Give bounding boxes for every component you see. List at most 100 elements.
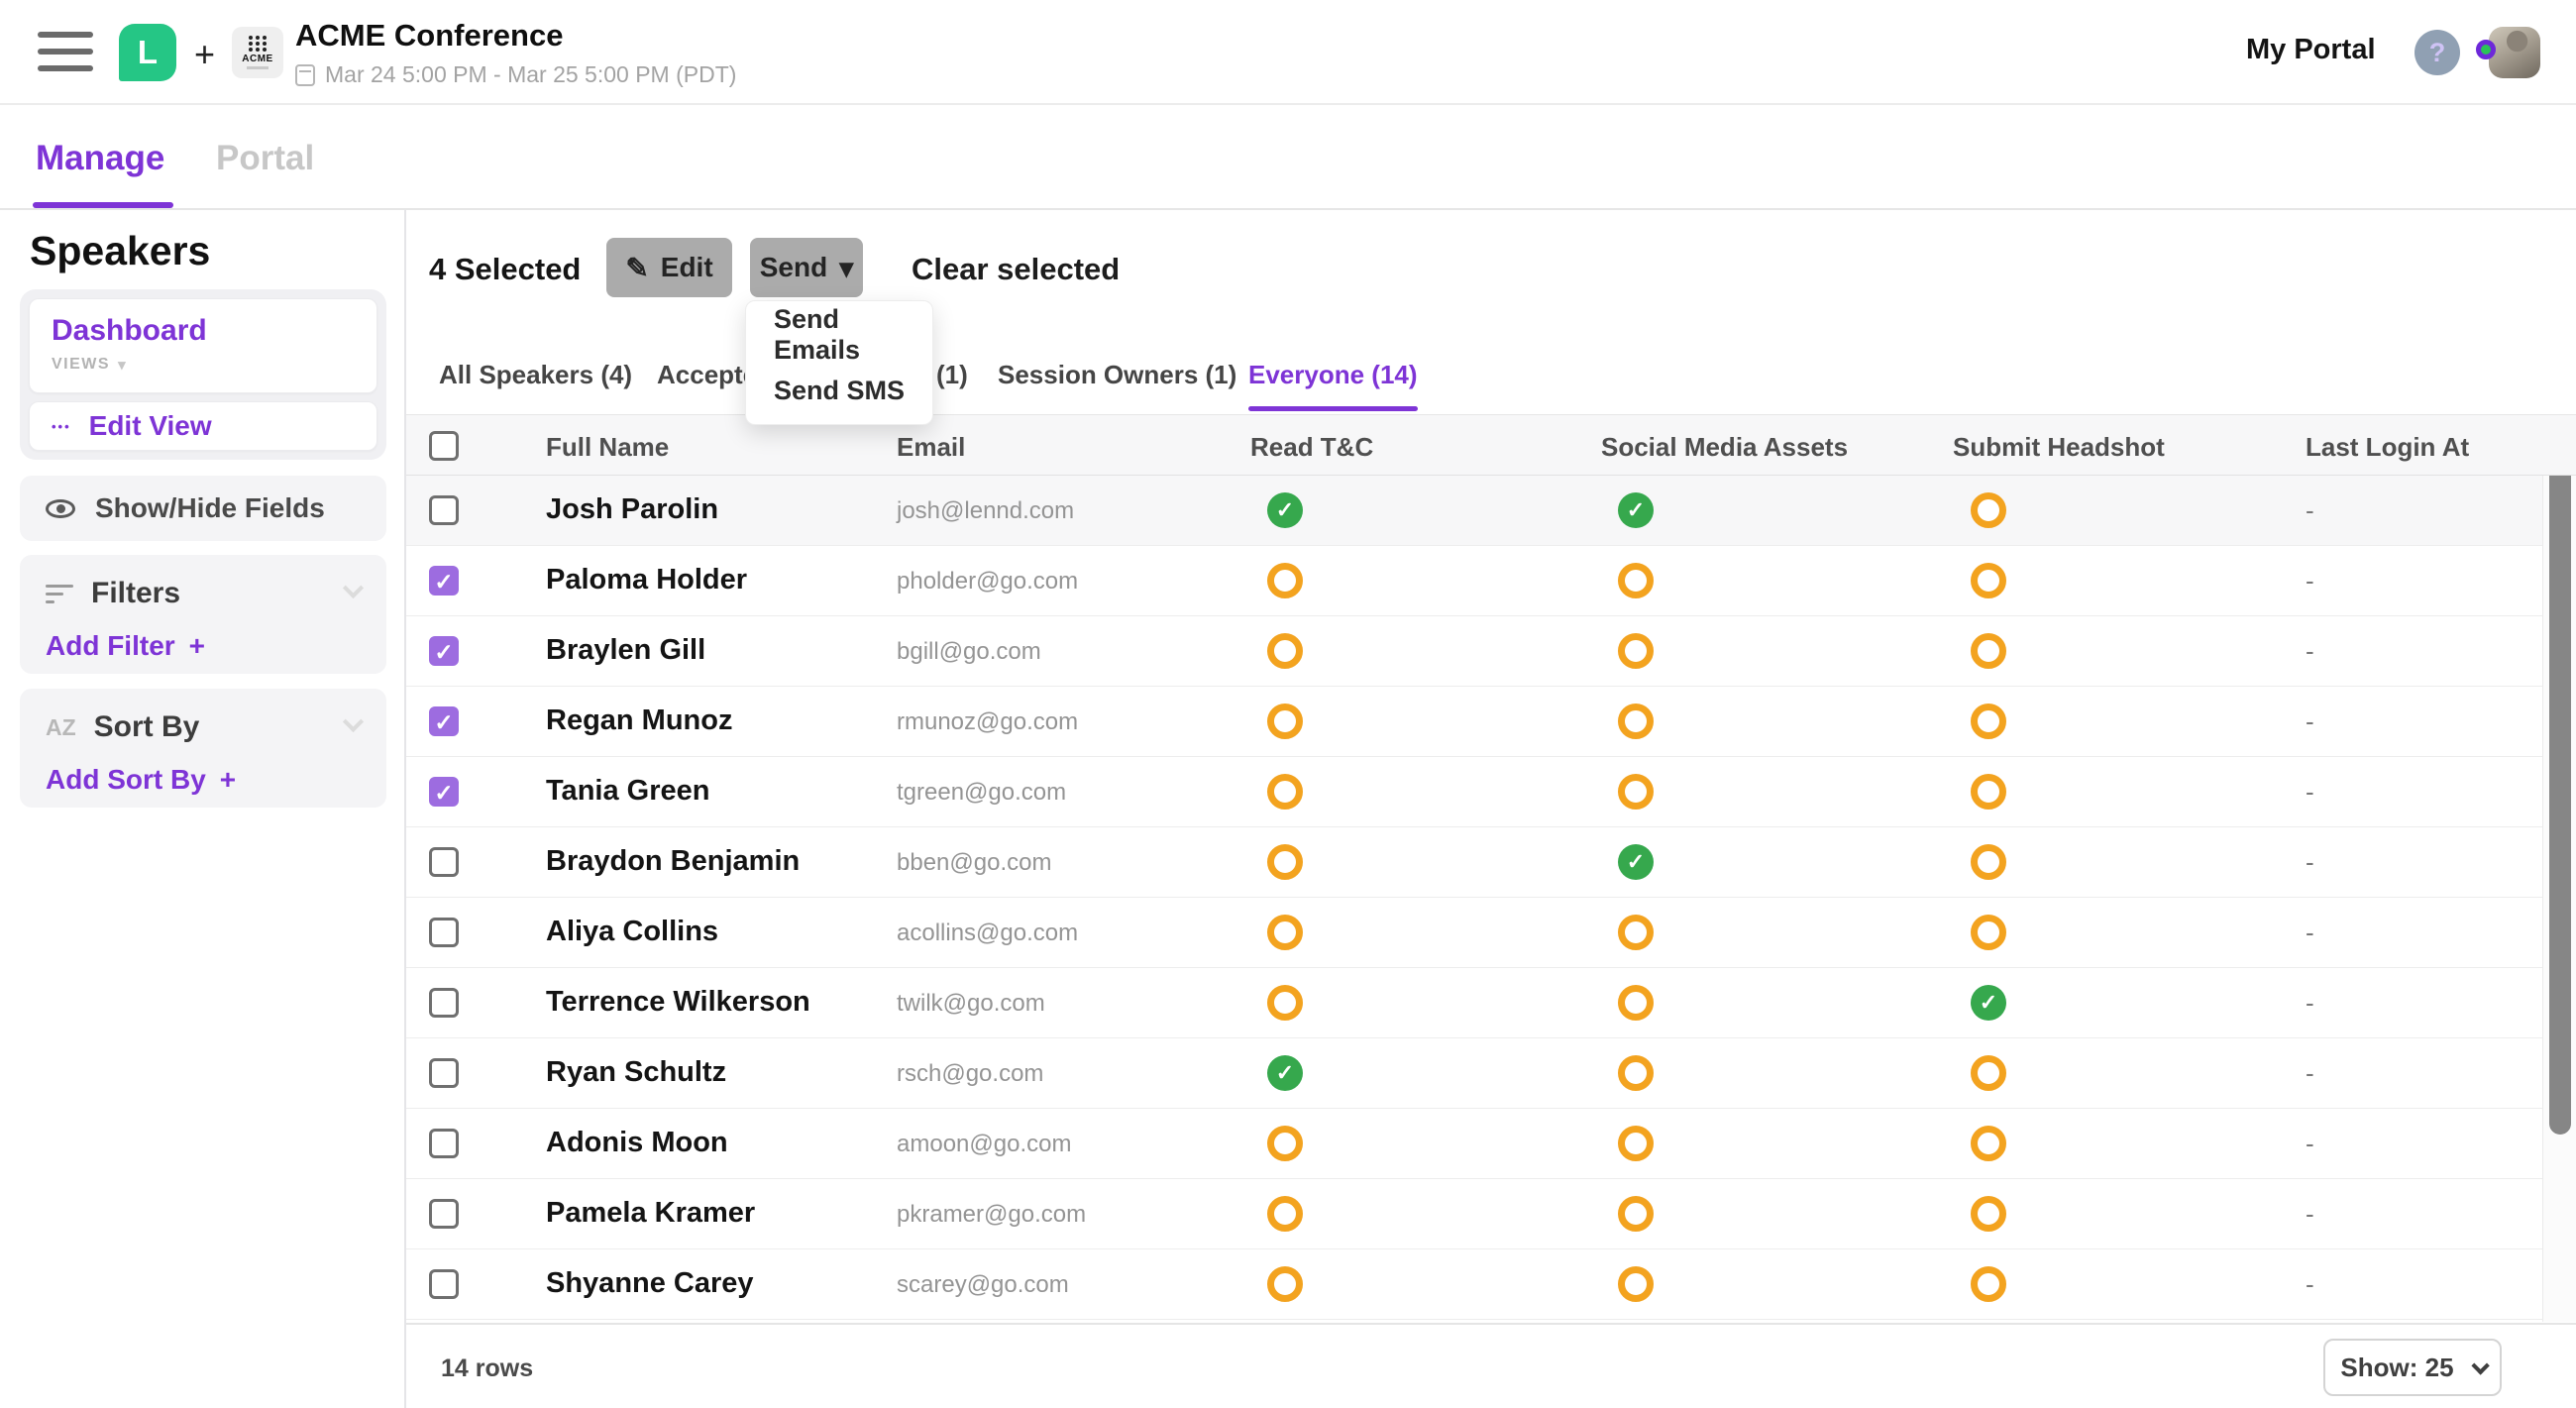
headshot-status-icon bbox=[1971, 492, 2006, 528]
table-row[interactable]: Shyanne Carey scarey@go.com - bbox=[406, 1249, 2542, 1320]
row-checkbox[interactable] bbox=[429, 1129, 459, 1158]
cell-last-login: - bbox=[2306, 1269, 2314, 1299]
send-button[interactable]: Send ▾ bbox=[750, 238, 863, 297]
send-menu-item[interactable]: Send SMS bbox=[774, 375, 906, 405]
row-checkbox[interactable] bbox=[429, 777, 459, 807]
cell-email: pholder@go.com bbox=[897, 568, 1079, 595]
event-logo[interactable]: ACME bbox=[232, 27, 283, 78]
read-tc-status-icon bbox=[1267, 774, 1303, 810]
calendar-icon bbox=[295, 63, 315, 86]
tab-manage[interactable]: Manage bbox=[36, 139, 165, 177]
filters-chevron-icon[interactable] bbox=[342, 577, 365, 599]
read-tc-status-icon bbox=[1267, 563, 1303, 598]
column-last-login: Last Login At bbox=[2306, 432, 2470, 462]
cell-full-name: Shyanne Carey bbox=[546, 1267, 754, 1299]
hamburger-menu-icon[interactable] bbox=[38, 32, 93, 73]
send-menu-item[interactable]: Send Emails bbox=[774, 304, 861, 365]
cell-full-name: Braydon Benjamin bbox=[546, 845, 801, 877]
row-checkbox[interactable] bbox=[429, 495, 459, 525]
help-icon[interactable]: ? bbox=[2415, 30, 2460, 75]
row-checkbox[interactable] bbox=[429, 988, 459, 1018]
table-row[interactable]: Terrence Wilkerson twilk@go.com - bbox=[406, 968, 2542, 1038]
ellipsis-icon: ••• bbox=[52, 418, 71, 434]
view-selector[interactable]: Dashboard VIEWS ▾ bbox=[29, 298, 377, 393]
cell-full-name: Braylen Gill bbox=[546, 634, 706, 666]
headshot-status-icon bbox=[1971, 633, 2006, 669]
show-hide-fields-button[interactable]: Show/Hide Fields bbox=[20, 476, 386, 541]
table-row[interactable]: Josh Parolin josh@lennd.com - bbox=[406, 476, 2542, 546]
tab-portal[interactable]: Portal bbox=[216, 139, 315, 177]
cell-last-login: - bbox=[2306, 988, 2314, 1018]
add-sort-button[interactable]: Add Sort By + bbox=[46, 764, 361, 796]
sort-chevron-icon[interactable] bbox=[342, 710, 365, 733]
view-tab[interactable]: Accepte bbox=[657, 360, 758, 389]
view-tab[interactable]: Everyone (14) bbox=[1248, 360, 1418, 411]
row-checkbox[interactable] bbox=[429, 706, 459, 736]
read-tc-status-icon bbox=[1267, 1196, 1303, 1232]
table-row[interactable]: Pamela Kramer pkramer@go.com - bbox=[406, 1179, 2542, 1249]
add-sort-label: Add Sort By bbox=[46, 764, 206, 795]
table-row[interactable]: Ryan Schultz rsch@go.com - bbox=[406, 1038, 2542, 1109]
table-row[interactable]: Paloma Holder pholder@go.com - bbox=[406, 546, 2542, 616]
cell-email: pkramer@go.com bbox=[897, 1201, 1087, 1228]
read-tc-status-icon bbox=[1267, 985, 1303, 1021]
cell-email: tgreen@go.com bbox=[897, 779, 1067, 806]
selected-count: 4 Selected bbox=[429, 252, 582, 286]
table-row[interactable]: Braydon Benjamin bben@go.com - bbox=[406, 827, 2542, 898]
headshot-status-icon bbox=[1971, 844, 2006, 880]
clear-selected-button[interactable]: Clear selected bbox=[912, 252, 1121, 286]
edit-button-label: Edit bbox=[660, 252, 713, 282]
table-header: Full Name Email Read T&C Social Media As… bbox=[406, 414, 2576, 476]
column-read-tc: Read T&C bbox=[1250, 432, 1374, 462]
row-checkbox[interactable] bbox=[429, 847, 459, 877]
view-tab[interactable]: Session Owners (1) bbox=[998, 360, 1237, 389]
table-footer: 14 rows Show: 25 bbox=[406, 1323, 2576, 1408]
row-checkbox[interactable] bbox=[429, 1058, 459, 1088]
page-size-select[interactable]: Show: 25 bbox=[2323, 1339, 2502, 1396]
show-hide-fields-label: Show/Hide Fields bbox=[95, 492, 325, 523]
add-filter-button[interactable]: Add Filter + bbox=[46, 630, 361, 662]
read-tc-status-icon bbox=[1267, 1266, 1303, 1302]
social-media-status-icon bbox=[1618, 774, 1654, 810]
column-email: Email bbox=[897, 432, 966, 462]
cell-last-login: - bbox=[2306, 777, 2314, 807]
table-row[interactable]: Tania Green tgreen@go.com - bbox=[406, 757, 2542, 827]
cell-last-login: - bbox=[2306, 636, 2314, 666]
view-tab[interactable]: (1) bbox=[936, 360, 968, 389]
row-checkbox[interactable] bbox=[429, 1199, 459, 1229]
edit-view-button[interactable]: ••• Edit View bbox=[29, 401, 377, 451]
cell-full-name: Ryan Schultz bbox=[546, 1056, 727, 1088]
avatar[interactable] bbox=[2476, 27, 2540, 78]
scrollbar-track[interactable] bbox=[2542, 414, 2576, 1322]
plus-icon[interactable]: + bbox=[194, 34, 216, 74]
social-media-status-icon bbox=[1618, 563, 1654, 598]
app-logo[interactable]: L bbox=[119, 24, 176, 81]
filters-panel: Filters Add Filter + bbox=[20, 555, 386, 674]
read-tc-status-icon bbox=[1267, 633, 1303, 669]
cell-full-name: Pamela Kramer bbox=[546, 1197, 756, 1229]
row-checkbox[interactable] bbox=[429, 636, 459, 666]
table-row[interactable]: Aliya Collins acollins@go.com - bbox=[406, 898, 2542, 968]
cell-full-name: Adonis Moon bbox=[546, 1127, 728, 1158]
read-tc-status-icon bbox=[1267, 844, 1303, 880]
select-all-checkbox[interactable] bbox=[429, 431, 459, 461]
row-checkbox[interactable] bbox=[429, 918, 459, 947]
my-portal-link[interactable]: My Portal bbox=[2246, 34, 2376, 65]
social-media-status-icon bbox=[1618, 1126, 1654, 1161]
headshot-status-icon bbox=[1971, 985, 2006, 1021]
filter-icon bbox=[46, 584, 73, 603]
row-checkbox[interactable] bbox=[429, 566, 459, 596]
table-row[interactable]: Adonis Moon amoon@go.com - bbox=[406, 1109, 2542, 1179]
send-chevron-icon: ▾ bbox=[839, 252, 854, 283]
event-logo-subtext bbox=[247, 66, 268, 69]
table-row[interactable]: Braylen Gill bgill@go.com - bbox=[406, 616, 2542, 687]
cell-last-login: - bbox=[2306, 847, 2314, 877]
row-checkbox[interactable] bbox=[429, 1269, 459, 1299]
views-chevron-icon: ▾ bbox=[118, 357, 128, 374]
table-row[interactable]: Regan Munoz rmunoz@go.com - bbox=[406, 687, 2542, 757]
scrollbar-thumb[interactable] bbox=[2549, 419, 2571, 1135]
view-tab[interactable]: All Speakers (4) bbox=[439, 360, 633, 389]
edit-button[interactable]: ✎ Edit bbox=[606, 238, 732, 297]
headshot-status-icon bbox=[1971, 1126, 2006, 1161]
read-tc-status-icon bbox=[1267, 1055, 1303, 1091]
